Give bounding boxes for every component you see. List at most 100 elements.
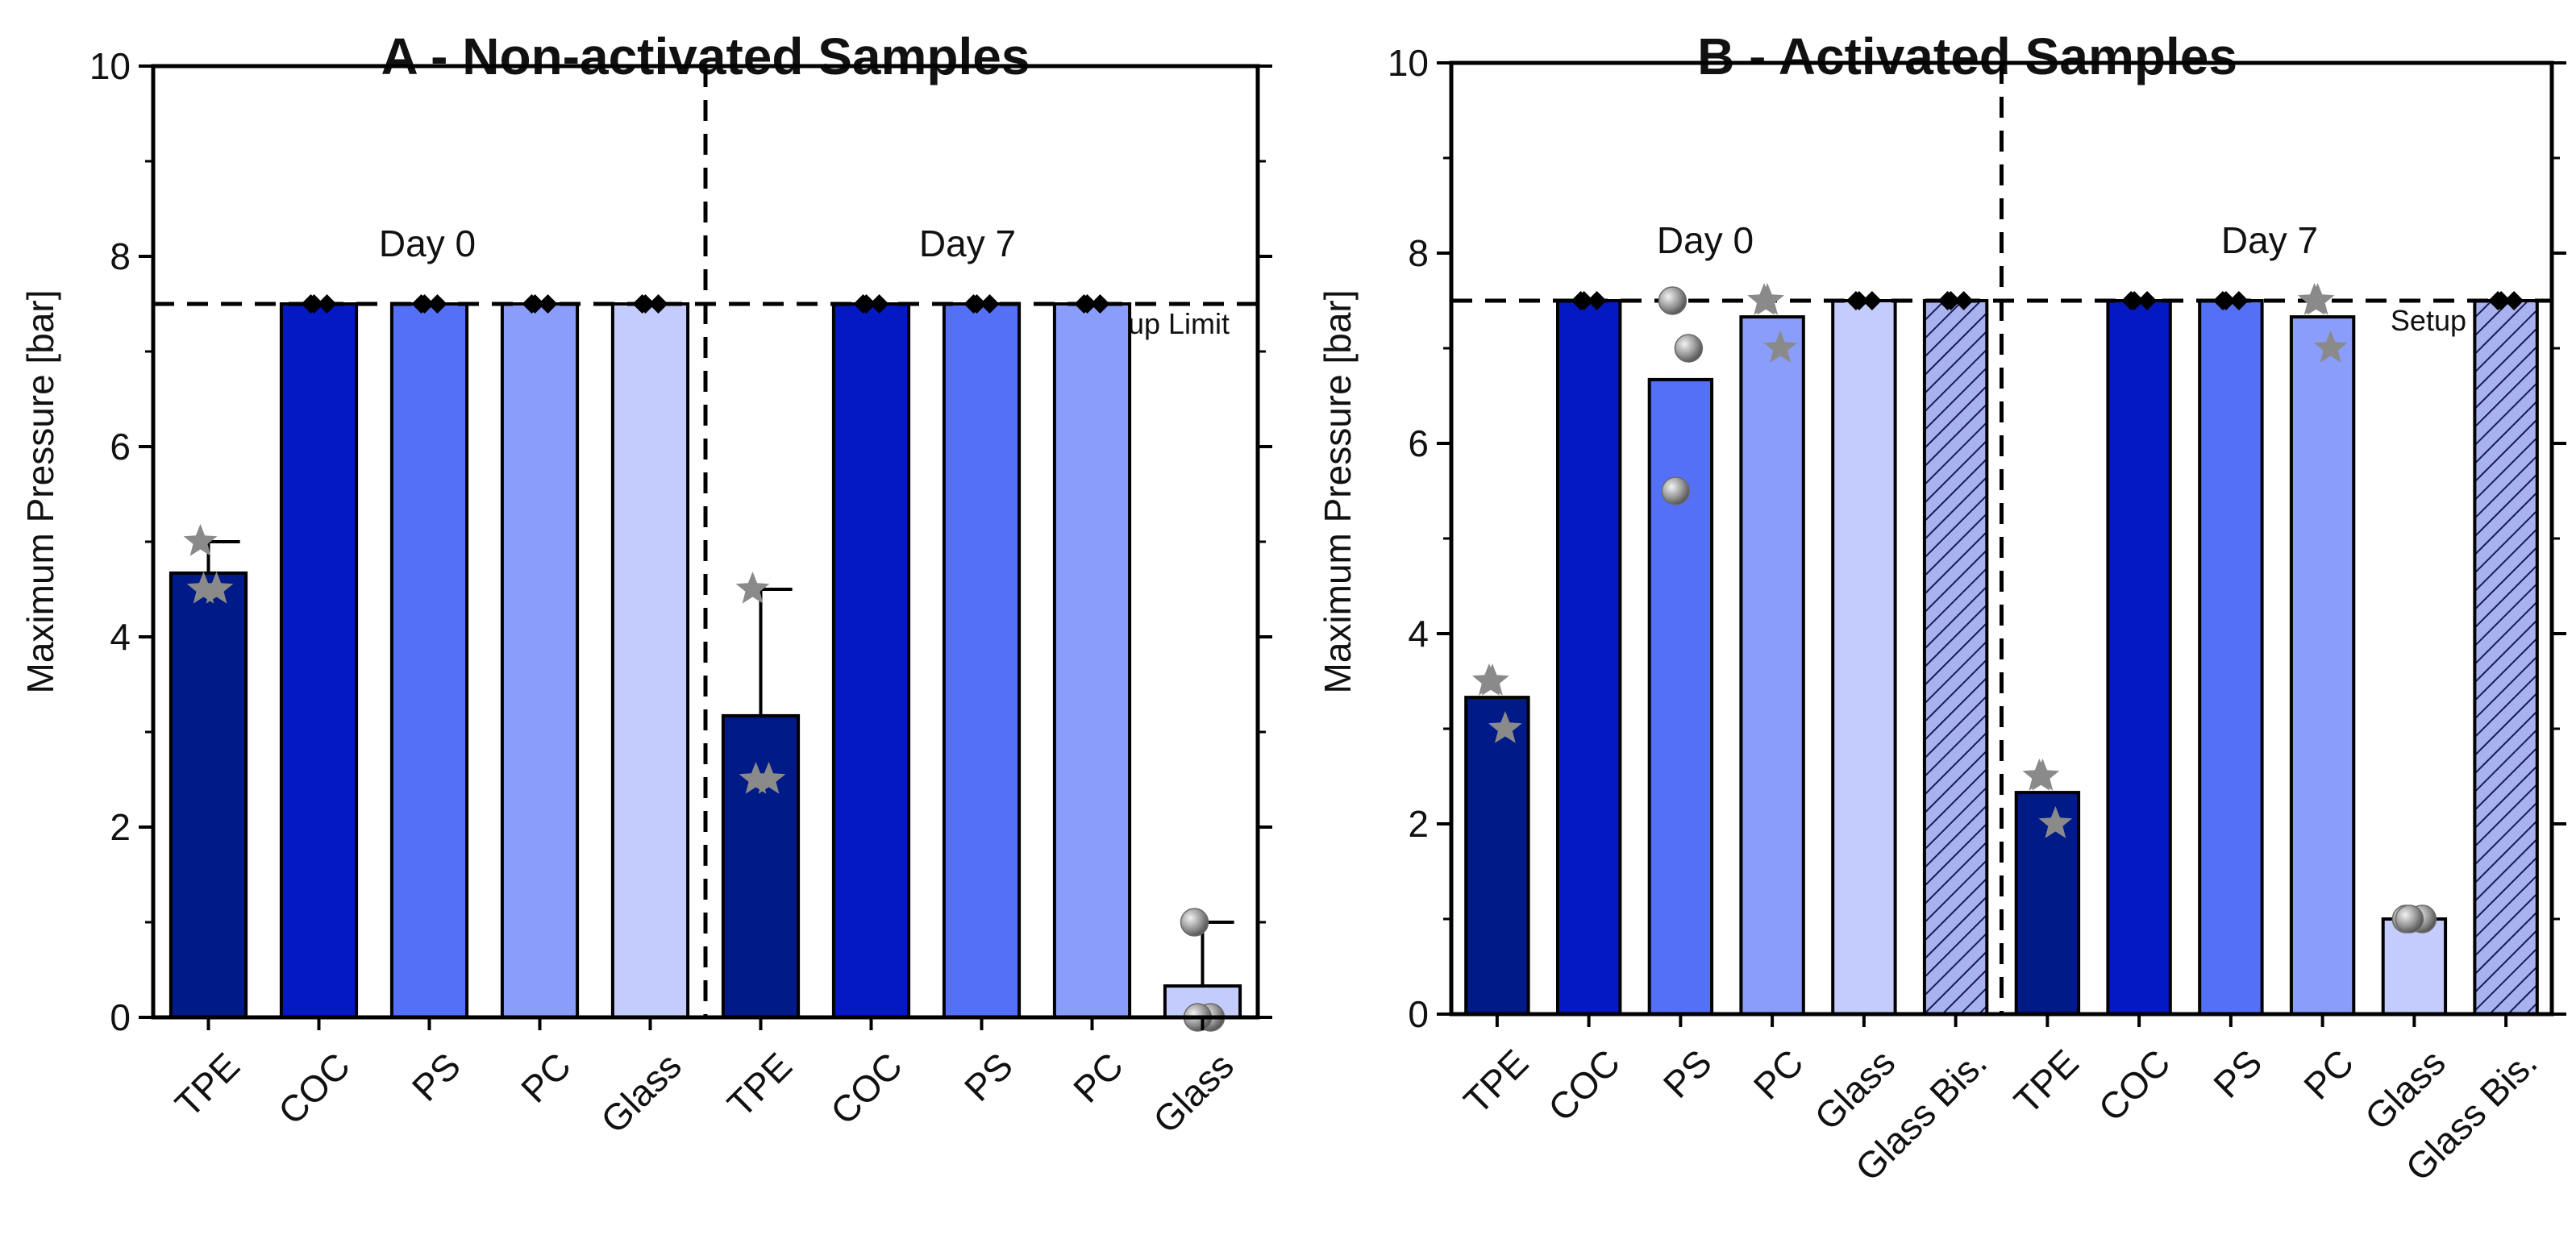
data-point-star-b-0-1 [1488,711,1522,743]
data-point-diamond-a-4-1 [648,294,668,314]
bar-a-day0-pc [500,302,580,1019]
data-point-diamond-a-7-1 [980,294,1000,314]
data-point-diamond-a-8-1 [1090,294,1110,314]
data-point-star-a-5-1 [751,762,786,794]
x-tick-label-b-6: TPE [2006,1042,2087,1122]
panel-a: A - Non-activated Samples Maximum Pressu… [19,27,1272,1141]
x-tick-label-a-8: PC [1065,1045,1131,1111]
x-tick-label-b-0: TPE [1455,1042,1536,1122]
data-point-diamond-b-8-2 [2216,291,2236,310]
y-tick-label-a-8: 8 [110,235,131,277]
data-point-sphere-b-2-1 [1674,334,1704,363]
data-point-diamond-a-3-1 [538,294,558,314]
data-point-star-b-0-2 [1475,663,1509,696]
x-tick-label-a-0: TPE [167,1045,248,1125]
data-point-diamond-b-11-2 [2491,291,2511,310]
bar-b-day0-pc [1739,315,1805,1017]
bar-a-day7-ps [942,302,1022,1019]
data-point-star-a-5-0 [735,572,770,604]
data-point-star-b-9-1 [2313,331,2348,363]
x-tick-label-a-7: PS [956,1045,1021,1109]
data-point-diamond-a-2-1 [427,294,447,314]
data-point-diamond-b-1-2 [1574,291,1594,310]
x-tick-label-a-3: PC [513,1045,579,1111]
x-tick-label-a-5: TPE [719,1045,800,1125]
group-label-b-day0: Day 0 [1657,219,1754,261]
y-tick-label-a-4: 4 [110,616,131,658]
y-tick-label-a-0: 0 [110,996,131,1038]
bar-b-day7-ps [2198,299,2264,1016]
bar-b-day7-pc [2289,315,2356,1017]
data-point-star-a-0-1 [199,572,234,604]
data-point-diamond-a-1-1 [317,294,337,314]
x-tick-label-b-1: COC [1540,1042,1628,1129]
bar-b-day7-glassbis [2473,299,2539,1016]
data-point-diamond-b-1-1 [1587,291,1607,310]
bar-b-day0-tpe [1464,696,1530,1016]
data-point-diamond-a-8-2 [1077,294,1097,314]
data-point-diamond-b-4-2 [1849,291,1869,310]
data-point-diamond-b-7-1 [2137,291,2158,310]
y-tick-label-b-8: 8 [1408,232,1429,274]
data-point-sphere-b-10-2 [2395,904,2424,934]
x-tick-label-b-9: PC [2295,1042,2362,1108]
data-point-star-a-0-2 [186,572,221,604]
bar-b-day7-tpe [2014,791,2081,1016]
bar-a-day0-coc [279,302,359,1019]
data-point-sphere-a-9-0 [1180,908,1209,937]
x-tick-label-a-2: PS [404,1045,468,1109]
y-tick-label-b-4: 4 [1408,613,1429,655]
data-point-diamond-a-6-1 [869,294,889,314]
data-point-diamond-b-5-1 [1954,291,1974,310]
x-tick-label-a-6: COC [822,1045,910,1133]
group-label-a-day7: Day 7 [919,222,1016,264]
data-point-star-a-0-0 [183,524,218,556]
bar-a-day7-pc [1052,302,1132,1019]
x-tick-label-b-3: PC [1746,1042,1812,1108]
bar-b-day7-glass [2381,917,2448,1016]
data-point-diamond-a-6-2 [856,294,876,314]
data-point-diamond-b-7-2 [2124,291,2145,310]
data-point-diamond-a-3-2 [525,294,545,314]
data-point-star-b-3-2 [1750,283,1784,315]
panel-b: B - Activated Samples Maximum Pressure [… [1317,27,2566,1189]
x-tick-label-b-8: PS [2205,1042,2270,1106]
data-point-sphere-b-2-2 [1661,476,1691,505]
data-point-star-b-6-1 [2038,806,2073,838]
chart-title-b: B - Activated Samples [1697,27,2237,85]
data-point-diamond-b-5-2 [1941,291,1961,310]
data-point-diamond-b-4-1 [1862,291,1882,310]
x-tick-label-a-4: Glass [593,1045,689,1141]
bar-b-day0-glassbis [1922,299,1989,1016]
x-tick-label-b-7: COC [2091,1042,2179,1129]
bar-a-day0-glass [610,302,690,1019]
bar-b-day7-coc [2106,299,2172,1016]
data-point-sphere-b-2-0 [1658,286,1688,315]
y-tick-label-b-10: 10 [1388,42,1429,84]
bar-a-day0-tpe [169,571,248,1019]
group-label-a-day0: Day 0 [379,222,476,264]
y-tick-label-a-10: 10 [89,45,131,87]
bar-a-day7-tpe [721,713,801,1020]
y-tick-label-a-6: 6 [110,426,131,468]
group-label-b-day7: Day 7 [2221,219,2318,261]
x-tick-label-a-9: Glass [1145,1045,1242,1141]
y-tick-label-a-2: 2 [110,806,131,848]
bar-b-day0-glass [1831,299,1897,1016]
y-tick-label-b-6: 6 [1408,422,1429,464]
x-tick-label-b-2: PS [1655,1042,1720,1106]
bar-a-day0-ps [389,302,469,1019]
data-point-diamond-a-7-2 [967,294,987,314]
data-point-star-b-9-2 [2300,283,2335,315]
bar-b-day0-ps [1647,377,1714,1016]
y-axis-label-b: Maximum Pressure [bar] [1317,289,1359,693]
data-point-diamond-a-4-2 [635,294,655,314]
data-point-star-a-5-2 [739,762,773,794]
y-tick-label-b-0: 0 [1408,993,1429,1035]
bar-b-day0-coc [1556,299,1622,1016]
data-point-diamond-a-1-2 [304,294,324,314]
data-point-star-b-3-1 [1763,331,1797,363]
bar-a-day7-coc [831,302,911,1019]
